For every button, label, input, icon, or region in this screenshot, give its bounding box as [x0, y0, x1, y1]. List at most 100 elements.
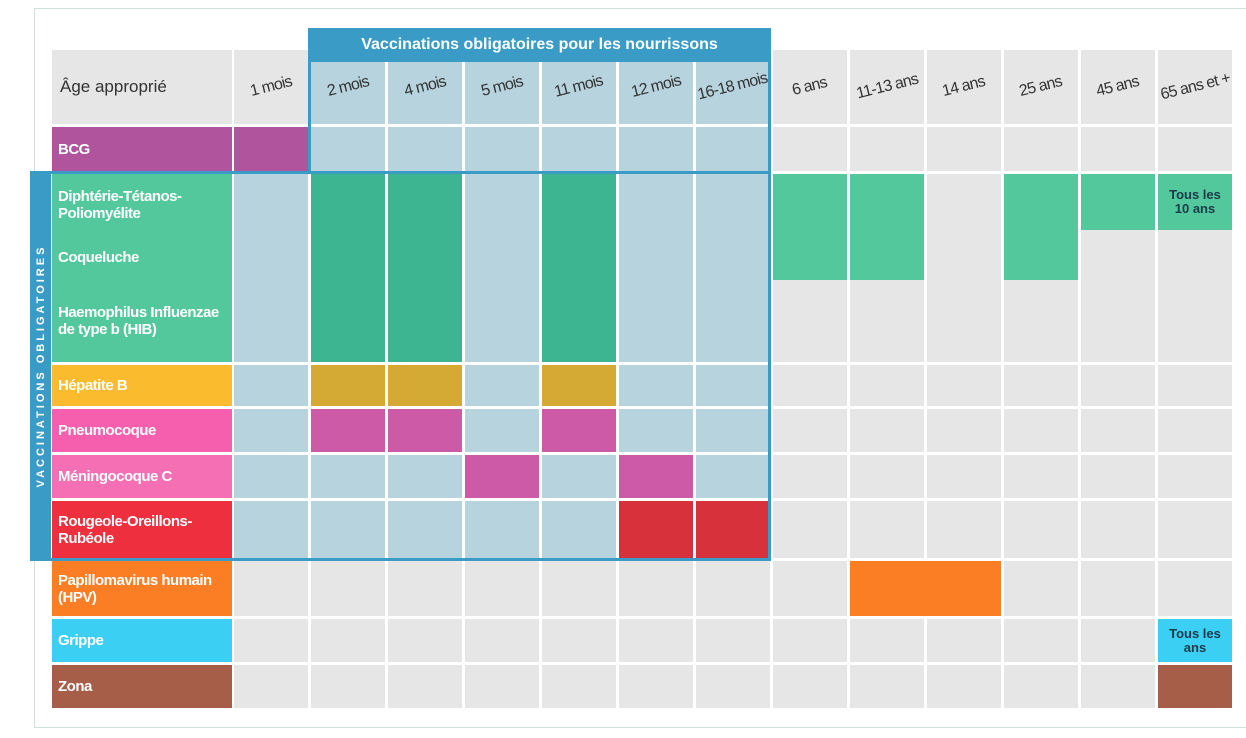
- row-label: Diphtérie-Tétanos-Poliomyélite: [58, 187, 182, 222]
- cell: [696, 561, 770, 616]
- cell: [1081, 455, 1155, 498]
- dose: [850, 174, 924, 280]
- cell: [927, 174, 1001, 362]
- cell: [696, 174, 770, 362]
- cell: [542, 665, 616, 708]
- cell: [927, 455, 1001, 498]
- age-header: 45 ans: [1081, 50, 1155, 124]
- cell: [1158, 365, 1232, 406]
- cell: [619, 665, 693, 708]
- cell: [850, 501, 924, 558]
- cell: [773, 455, 847, 498]
- cell: [234, 665, 308, 708]
- cell: [388, 501, 462, 558]
- cell: [1004, 619, 1078, 662]
- cell: [234, 365, 308, 406]
- age-label: 1 mois: [248, 73, 294, 100]
- age-header: 1 mois: [234, 50, 308, 124]
- label-bg: [52, 174, 232, 362]
- dose: [1158, 665, 1232, 708]
- cell: [773, 619, 847, 662]
- cell: [1158, 409, 1232, 452]
- dose: [234, 127, 308, 171]
- cell: [388, 455, 462, 498]
- cell: [311, 619, 385, 662]
- cell: [465, 409, 539, 452]
- cell: [1004, 455, 1078, 498]
- cell: [927, 127, 1001, 171]
- cell: [1158, 127, 1232, 171]
- dose: [311, 174, 385, 362]
- cell: [234, 619, 308, 662]
- age-header: 11 mois: [542, 50, 616, 124]
- row-label: Rougeole-Oreillons-Rubéole: [52, 501, 232, 558]
- age-header: 11-13 ans: [850, 50, 924, 124]
- cell: [619, 561, 693, 616]
- dose: [542, 365, 616, 406]
- row-label: Grippe: [52, 619, 232, 662]
- cell: [1004, 127, 1078, 171]
- dose: [542, 409, 616, 452]
- cell: [465, 501, 539, 558]
- dose: [773, 174, 847, 280]
- cell: [542, 561, 616, 616]
- cell: [234, 174, 308, 362]
- cell: [773, 501, 847, 558]
- cell: [619, 365, 693, 406]
- cell: [1081, 365, 1155, 406]
- cell: [1004, 665, 1078, 708]
- cell: [542, 619, 616, 662]
- cell: [850, 455, 924, 498]
- cell: [311, 127, 385, 171]
- banner: Vaccinations obligatoires pour les nourr…: [308, 28, 771, 62]
- row-label: Papillomavirus humain (HPV): [52, 561, 232, 616]
- cell: [311, 561, 385, 616]
- cell: [1158, 455, 1232, 498]
- cell: [234, 409, 308, 452]
- cell: [619, 127, 693, 171]
- cell: [1158, 501, 1232, 558]
- note-cell: Tous les ans: [1158, 619, 1232, 662]
- cell: [1004, 561, 1078, 616]
- cell: [927, 665, 1001, 708]
- dose: [619, 455, 693, 498]
- side-label: VACCINATIONS OBLIGATOIRES: [35, 244, 47, 488]
- cell: [1081, 619, 1155, 662]
- cell: [850, 619, 924, 662]
- cell: [696, 455, 770, 498]
- dose: [850, 561, 1001, 616]
- age-label: 14 ans: [940, 73, 987, 100]
- cell: [311, 455, 385, 498]
- age-label: 65 ans et +: [1158, 69, 1232, 104]
- cell: [465, 561, 539, 616]
- side-bar: [30, 171, 51, 561]
- cell: [311, 501, 385, 558]
- dose: [696, 501, 770, 558]
- age-header: 12 mois: [619, 50, 693, 124]
- cell: [927, 501, 1001, 558]
- cell: [619, 619, 693, 662]
- cell: [542, 127, 616, 171]
- row-label: Coqueluche: [58, 249, 139, 266]
- mandatory-box: [30, 171, 771, 561]
- age-header: 2 mois: [311, 50, 385, 124]
- cell: [927, 365, 1001, 406]
- dose: [619, 501, 693, 558]
- row-label: Zona: [52, 665, 232, 708]
- cell: [1004, 365, 1078, 406]
- cell: [696, 409, 770, 452]
- corner-cell: Âge approprié: [52, 50, 232, 124]
- cell: [696, 365, 770, 406]
- cell: [850, 409, 924, 452]
- row-label: Haemophilus Influenzae de type b (HIB): [58, 304, 219, 338]
- dose: [388, 409, 462, 452]
- age-label: 25 ans: [1017, 73, 1064, 100]
- cell: [388, 619, 462, 662]
- dose: [311, 365, 385, 406]
- dose: [1004, 174, 1078, 280]
- cell: [850, 665, 924, 708]
- cell: [927, 409, 1001, 452]
- cell: [696, 127, 770, 171]
- note-cell: Tous les 10 ans: [1158, 174, 1232, 230]
